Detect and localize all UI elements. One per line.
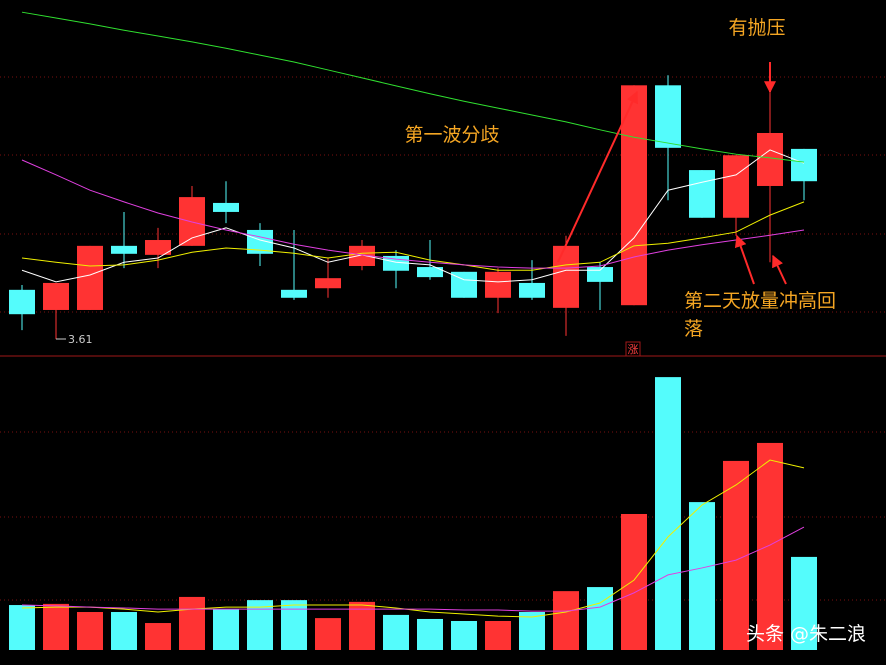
candle-body bbox=[689, 170, 715, 218]
candle-body bbox=[621, 85, 647, 306]
annotation: 落 bbox=[684, 318, 703, 340]
arrow bbox=[557, 90, 638, 263]
volume-bar bbox=[349, 601, 375, 650]
candle-body bbox=[9, 289, 35, 315]
volume-bar bbox=[247, 600, 273, 650]
volume-bar bbox=[281, 600, 307, 650]
volume-bar bbox=[77, 612, 103, 650]
candle-body bbox=[281, 289, 307, 298]
volume-bar bbox=[757, 442, 783, 650]
marks bbox=[9, 11, 817, 650]
candle-body bbox=[485, 271, 511, 298]
volume-bar bbox=[213, 609, 239, 650]
volume-bar bbox=[689, 502, 715, 650]
candle-body bbox=[417, 267, 443, 278]
ma-line bbox=[21, 159, 805, 269]
low-label: 3.61 bbox=[68, 333, 93, 346]
volume-bar bbox=[723, 460, 749, 650]
candle-body bbox=[179, 197, 205, 246]
candle-body bbox=[213, 202, 239, 212]
volume-bar bbox=[43, 603, 69, 650]
candle-body bbox=[315, 278, 341, 289]
volume-bar bbox=[621, 513, 647, 650]
annotation: 第二天放量冲高回 bbox=[684, 290, 836, 312]
limit-up-marker: 涨 bbox=[628, 343, 639, 356]
volume-bar bbox=[111, 612, 137, 650]
candle-body bbox=[519, 282, 545, 298]
ma-line bbox=[21, 11, 805, 163]
ma-line bbox=[21, 149, 805, 283]
volume-bar bbox=[383, 614, 409, 650]
volume-bar bbox=[451, 621, 477, 650]
candle-body bbox=[757, 132, 783, 186]
annotation: 有抛压 bbox=[728, 17, 785, 39]
panel-decor bbox=[0, 76, 886, 601]
arrows bbox=[557, 62, 787, 285]
candle-body bbox=[145, 240, 171, 255]
candle-body bbox=[655, 85, 681, 148]
ma-line bbox=[21, 526, 805, 612]
volume-bar bbox=[315, 618, 341, 650]
volume-bar bbox=[9, 605, 35, 650]
candle-body bbox=[553, 245, 579, 308]
arrow bbox=[772, 254, 787, 285]
volume-bar bbox=[485, 621, 511, 650]
candle-body bbox=[723, 155, 749, 218]
volume-bar bbox=[553, 591, 579, 650]
watermark: 头条 @朱二浪 bbox=[746, 623, 866, 645]
candle-body bbox=[587, 267, 613, 282]
ma-line bbox=[21, 201, 805, 271]
candle-body bbox=[77, 245, 103, 310]
volume-bar bbox=[791, 556, 817, 650]
volume-bar bbox=[655, 377, 681, 650]
volume-bar bbox=[179, 596, 205, 650]
volume-bar bbox=[519, 612, 545, 650]
arrow bbox=[734, 234, 755, 285]
candle-body bbox=[43, 282, 69, 310]
candle-body bbox=[111, 245, 137, 254]
annotation: 第一波分歧 bbox=[404, 124, 499, 146]
ma-line bbox=[21, 459, 805, 618]
candle-body bbox=[349, 245, 375, 266]
volume-bar bbox=[417, 618, 443, 650]
volume-bar bbox=[145, 623, 171, 650]
limit-up-box bbox=[625, 341, 641, 357]
candle-body bbox=[791, 148, 817, 182]
